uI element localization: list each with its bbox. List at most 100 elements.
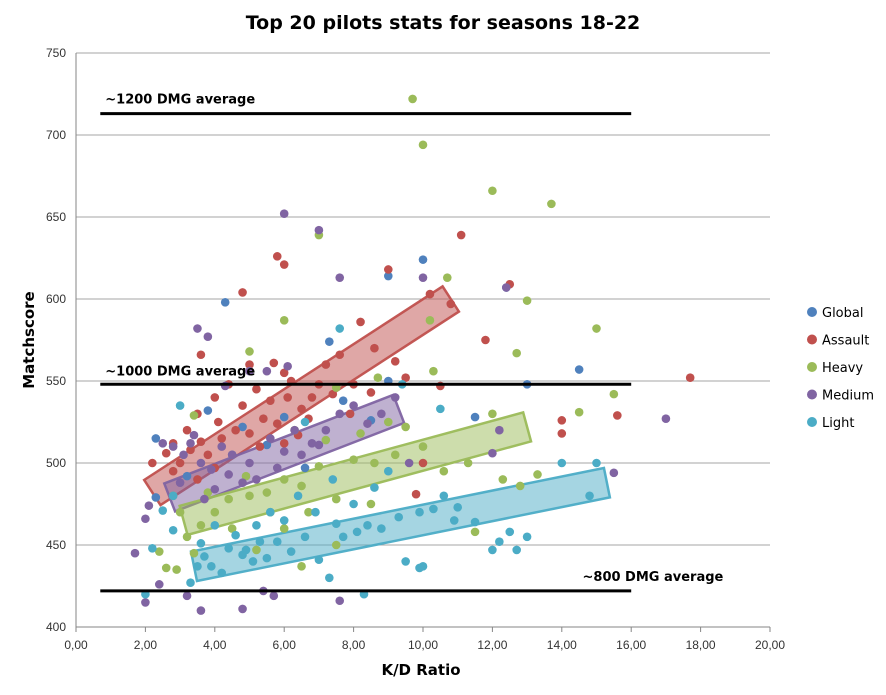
data-point-assault [283,393,292,402]
data-point-assault [613,411,622,420]
data-point-light [248,557,258,566]
data-point-light [210,521,220,530]
data-point-medium [609,468,619,478]
data-point-assault [328,389,338,399]
data-point-medium [297,450,306,460]
legend-marker-light [807,417,817,427]
data-point-assault [272,419,282,428]
data-point-light [255,537,265,547]
data-point-light [217,568,227,578]
data-point-heavy [175,507,185,517]
data-point-heavy [224,494,233,504]
legend-marker-assault [807,334,817,345]
data-point-assault [557,416,567,425]
data-point-light [186,578,195,588]
data-point-light [557,458,567,468]
data-point-heavy [463,458,473,468]
data-point-assault [210,393,220,402]
data-point-light [148,543,157,553]
data-point-heavy [161,563,171,573]
data-point-heavy [245,347,254,356]
data-point-heavy [196,521,206,530]
data-point-medium [217,442,227,451]
data-point-assault [255,442,265,451]
data-point-medium [314,440,324,450]
data-point-heavy [498,475,508,484]
data-point-heavy [512,348,521,358]
data-point-assault [279,260,289,269]
data-point-assault [238,401,247,410]
data-point-heavy [425,316,435,325]
data-point-medium [175,478,185,487]
data-point-light [314,555,324,565]
data-point-light [335,324,345,333]
data-point-heavy [418,442,428,451]
data-point-medium [189,430,199,440]
data-point-assault [266,396,275,405]
legend-marker-heavy [807,362,817,372]
data-point-medium [193,324,202,333]
data-point-assault [186,445,195,455]
x-tick-label: 8,00 [342,638,366,652]
data-point-light [241,545,251,555]
data-point-heavy [252,545,261,555]
data-point-heavy [189,411,199,420]
x-tick-label: 16,00 [616,638,646,652]
series-medium [130,209,671,615]
y-tick-label: 650 [46,210,66,224]
data-point-heavy [373,373,383,383]
data-point-medium [495,425,504,435]
data-point-medium [335,409,345,419]
data-point-light [592,458,601,468]
data-point-medium [207,465,216,474]
data-point-heavy [442,273,452,282]
data-point-assault [175,458,185,468]
data-point-assault [168,466,178,476]
data-point-heavy [154,547,164,556]
data-point-medium [266,434,275,443]
data-point-heavy [245,491,254,501]
reference-line-label: ~1200 DMG average [105,93,255,108]
data-point-heavy [189,548,199,558]
y-tick-label: 600 [46,292,66,306]
data-point-global [300,463,310,473]
data-point-heavy [515,481,525,491]
data-point-light [231,530,240,540]
data-point-medium [290,425,299,435]
legend-label-assault: Assault [822,334,869,349]
data-point-heavy [488,186,497,196]
data-point-heavy [279,475,289,484]
legend: Global Assault Heavy Medium Light [807,306,874,431]
data-point-assault [345,409,355,419]
legend-label-light: Light [822,416,854,431]
data-point-light [429,504,438,514]
data-point-light [175,401,185,410]
data-point-medium [238,478,247,487]
reference-lines: ~1200 DMG average ~1000 DMG average ~800 D… [100,93,724,593]
data-point-light [279,516,289,525]
data-point-medium [418,273,428,282]
data-point-medium [390,393,400,402]
data-point-heavy [366,499,376,509]
data-point-medium [488,448,497,458]
data-point-light [196,539,206,548]
data-point-light [193,562,202,571]
data-point-global [151,434,161,443]
data-point-medium [210,484,220,494]
y-tick-label: 450 [46,538,66,552]
data-point-assault [213,417,223,427]
data-point-medium [141,514,150,524]
data-point-light [453,502,463,512]
data-point-assault [196,437,206,446]
x-tick-label: 0,00 [64,638,88,652]
legend-label-global: Global [822,306,863,321]
data-point-assault [148,458,157,468]
data-point-light [449,516,459,525]
data-point-global [470,412,480,422]
data-point-medium [144,501,154,510]
x-tick-label: 6,00 [273,638,297,652]
data-point-heavy [241,471,251,481]
data-point-medium [314,225,324,235]
data-point-medium [404,458,414,468]
data-point-assault [384,265,393,274]
